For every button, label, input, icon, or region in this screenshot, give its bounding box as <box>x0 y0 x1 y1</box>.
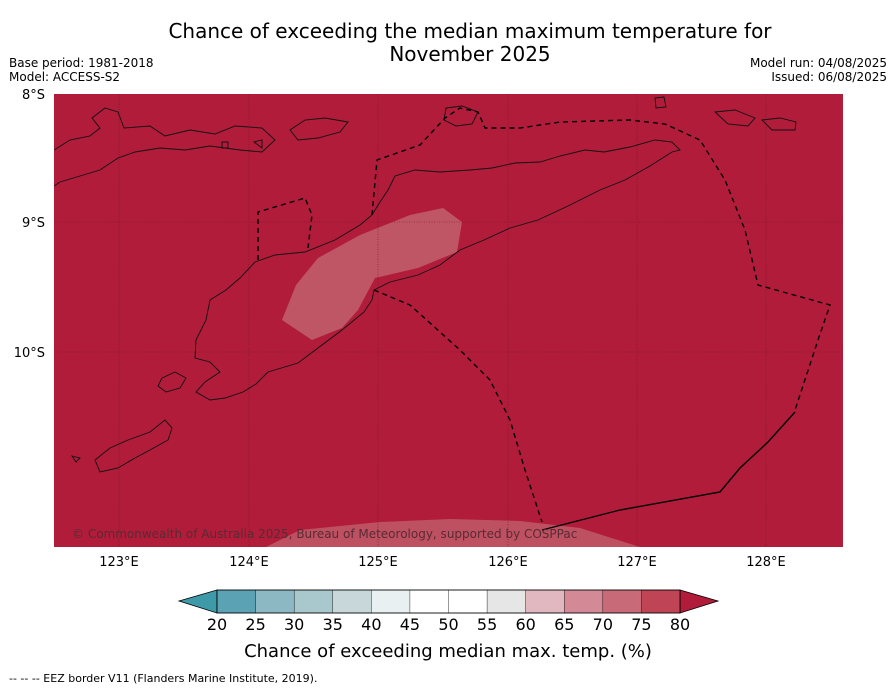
lower-probability-area-south <box>266 519 640 547</box>
colorbar-tick-label: 20 <box>207 615 227 634</box>
colorbar-tick-label: 65 <box>554 615 574 634</box>
colorbar-segment <box>486 589 527 614</box>
eez-borders <box>257 107 831 523</box>
colorbar-segment <box>448 589 488 614</box>
lat-label-10s: 10°S <box>14 346 45 361</box>
colorbar-tick-label: 50 <box>438 615 458 634</box>
island-coastline <box>761 117 797 131</box>
copyright-notice: © Commonwealth of Australia 2025, Bureau… <box>72 527 577 541</box>
colorbar-segment <box>293 589 334 614</box>
colorbar-segment <box>216 589 257 614</box>
colorbar-tick-label: 35 <box>323 615 343 634</box>
run-info: Model run: 04/08/2025 Issued: 06/08/2025 <box>750 56 887 84</box>
title-line-2: November 2025 <box>389 42 551 66</box>
colorbar-label: Chance of exceeding median max. temp. (%… <box>244 641 652 662</box>
colorbar-segment <box>332 589 372 614</box>
map-title: Chance of exceeding the median maximum t… <box>120 20 820 66</box>
timor-coastline <box>194 139 681 401</box>
colorbar-tick-label: 80 <box>670 615 690 634</box>
colorbar-tick-label: 30 <box>284 615 304 634</box>
flores-coastline <box>54 107 276 187</box>
island-coastline <box>654 96 667 109</box>
base-period: Base period: 1981-2018 <box>9 56 154 70</box>
island-coastline <box>70 455 81 463</box>
colorbar-segment <box>525 589 565 614</box>
colorbar-segment <box>564 589 604 614</box>
colorbar-segment <box>602 589 642 614</box>
eez-footnote: -- -- -- EEZ border V11 (Flanders Marine… <box>9 672 318 685</box>
lower-probability-area <box>282 208 462 340</box>
lat-label-9s: 9°S <box>22 216 45 231</box>
lon-label-128e: 128°E <box>746 555 786 570</box>
colorbar-tick-label: 25 <box>245 615 265 634</box>
colorbar-segment <box>371 589 411 614</box>
lon-label-126e: 126°E <box>488 555 528 570</box>
island-coastline <box>713 109 756 127</box>
colorbar-segment <box>641 589 681 614</box>
colorbar: 20 25 30 35 40 45 50 55 60 65 70 75 80 Chance of exc… <box>177 589 720 662</box>
lat-label-8s: 8°S <box>22 88 45 103</box>
colorbar-frame <box>216 589 681 614</box>
probability-field <box>54 94 843 547</box>
island-coastline <box>157 371 187 393</box>
lon-label-123e: 123°E <box>99 555 139 570</box>
eez-border-solid <box>541 411 796 531</box>
model-name: Model: ACCESS-S2 <box>9 70 121 84</box>
model-run-date: Model run: 04/08/2025 <box>749 56 887 70</box>
lon-label-127e: 127°E <box>617 555 657 570</box>
colorbar-tick-label: 40 <box>361 615 381 634</box>
colorbar-segment <box>409 589 449 614</box>
island-coastline <box>221 141 229 149</box>
colorbar-tick-label: 70 <box>593 615 613 634</box>
lon-label-124e: 124°E <box>229 555 269 570</box>
island-coastline <box>252 139 263 149</box>
colorbar-tick-label: 55 <box>477 615 497 634</box>
graticule <box>54 94 843 547</box>
coastlines <box>54 96 797 473</box>
island-coastline <box>94 419 173 473</box>
alor-coastline <box>289 117 349 141</box>
colorbar-tick-label: 45 <box>400 615 420 634</box>
colorbar-segment <box>255 589 295 614</box>
colorbar-high-extend <box>679 589 720 614</box>
colorbar-tick-label: 75 <box>631 615 651 634</box>
lon-label-125e: 125°E <box>358 555 398 570</box>
title-line-1: Chance of exceeding the median maximum t… <box>168 19 772 43</box>
model-info: Base period: 1981-2018 Model: ACCESS-S2 <box>9 56 154 84</box>
issued-date: Issued: 06/08/2025 <box>771 70 887 84</box>
colorbar-low-extend <box>177 589 218 614</box>
colorbar-tick-label: 60 <box>515 615 535 634</box>
